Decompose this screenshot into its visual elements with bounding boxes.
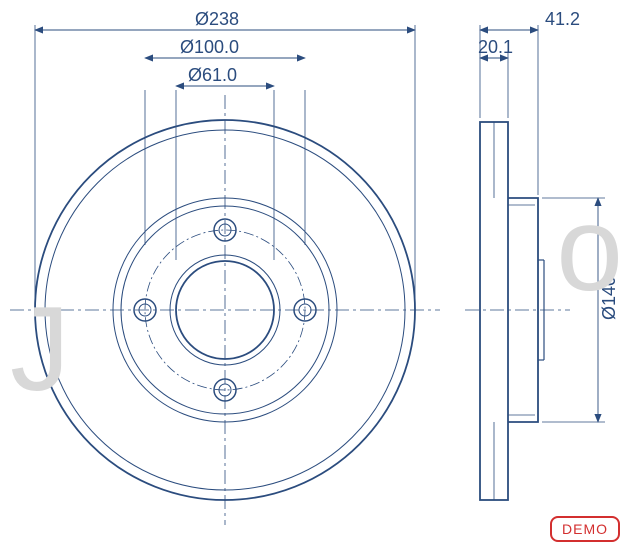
dim-center-bore: Ø61.0 bbox=[188, 65, 237, 85]
dim-outer: Ø238 bbox=[195, 9, 239, 29]
front-view: Ø238 Ø100.0 Ø61.0 bbox=[10, 9, 440, 525]
dim-hat-diameter: Ø140 bbox=[599, 276, 619, 320]
technical-drawing: Ø238 Ø100.0 Ø61.0 41.2 20.1 bbox=[0, 0, 638, 560]
dim-total-width: 41.2 bbox=[545, 9, 580, 29]
dim-thickness: 20.1 bbox=[478, 37, 513, 57]
dim-bolt-circle: Ø100.0 bbox=[180, 37, 239, 57]
side-view: 41.2 20.1 Ø140 bbox=[465, 9, 619, 500]
demo-badge: DEMO bbox=[550, 516, 620, 542]
